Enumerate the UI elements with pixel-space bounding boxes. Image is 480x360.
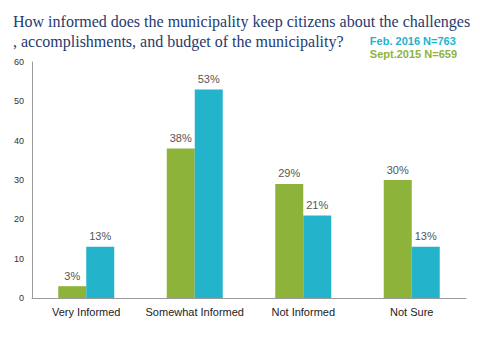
svg-text:10: 10 [14,254,24,264]
svg-text:30: 30 [14,175,24,185]
svg-text:Sept.2015 N=659: Sept.2015 N=659 [370,48,457,60]
svg-text:Very Informed: Very Informed [52,306,120,318]
svg-text:Somewhat Informed: Somewhat Informed [146,306,244,318]
svg-text:3%: 3% [64,270,80,282]
svg-text:, accomplishments, and budget: , accomplishments, and budget of the mun… [13,33,344,51]
svg-text:29%: 29% [278,167,300,179]
svg-text:53%: 53% [198,73,220,85]
svg-text:Not Informed: Not Informed [271,306,335,318]
svg-text:50: 50 [14,96,24,106]
svg-text:30%: 30% [387,164,409,176]
svg-text:Not Sure: Not Sure [390,306,433,318]
svg-text:0: 0 [19,293,24,303]
svg-text:How informed does the municipa: How informed does the municipality keep … [13,13,470,31]
svg-text:20: 20 [14,214,24,224]
svg-text:13%: 13% [89,230,111,242]
svg-text:Feb. 2016 N=763: Feb. 2016 N=763 [370,35,456,47]
svg-text:60: 60 [14,57,24,67]
svg-text:38%: 38% [170,132,192,144]
svg-text:21%: 21% [306,199,328,211]
svg-text:13%: 13% [415,230,437,242]
svg-text:40: 40 [14,136,24,146]
